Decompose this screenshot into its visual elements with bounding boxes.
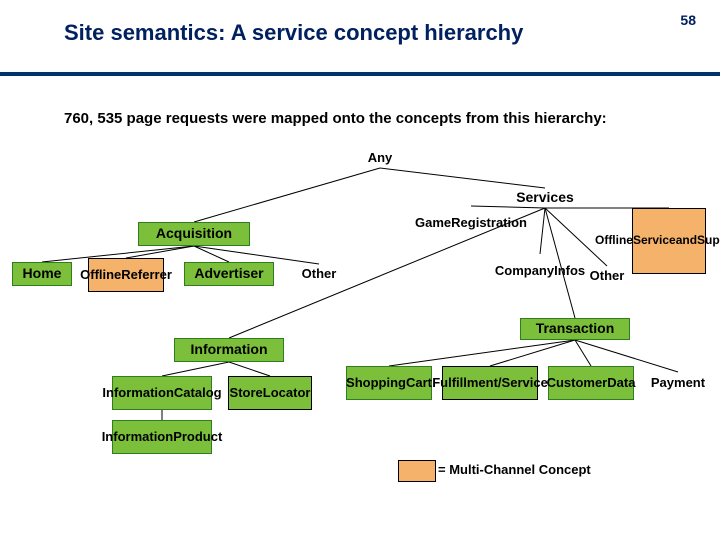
node-offlineref: OfflineReferrer bbox=[88, 258, 164, 292]
node-acquisition: Acquisition bbox=[138, 222, 250, 246]
node-gamereg: GameRegistration bbox=[416, 206, 526, 240]
node-storeloc: StoreLocator bbox=[228, 376, 312, 410]
node-infoproduct: InformationProduct bbox=[112, 420, 212, 454]
node-infocatalog: InformationCatalog bbox=[112, 376, 212, 410]
page-number: 58 bbox=[680, 12, 696, 28]
node-home: Home bbox=[12, 262, 72, 286]
node-company: CompanyInfos bbox=[498, 254, 582, 288]
node-cart: ShoppingCart bbox=[346, 366, 432, 400]
legend-swatch bbox=[398, 460, 436, 482]
node-any: Any bbox=[350, 148, 410, 168]
node-advertiser: Advertiser bbox=[184, 262, 274, 286]
node-transaction: Transaction bbox=[520, 318, 630, 340]
node-other2: Other bbox=[582, 266, 632, 286]
node-custdata: CustomerData bbox=[548, 366, 634, 400]
header-rule bbox=[0, 72, 720, 76]
slide-title: Site semantics: A service concept hierar… bbox=[64, 20, 523, 46]
node-payment: Payment bbox=[642, 372, 714, 394]
slide: Site semantics: A service concept hierar… bbox=[0, 0, 720, 540]
node-services: Services bbox=[500, 188, 590, 208]
node-offlineserv: OfflineServiceandSupport bbox=[632, 208, 706, 274]
node-other1: Other bbox=[294, 264, 344, 284]
node-information: Information bbox=[174, 338, 284, 362]
slide-subtitle: 760, 535 page requests were mapped onto … bbox=[64, 110, 607, 127]
legend-label: = Multi-Channel Concept bbox=[438, 462, 591, 477]
node-fulfill: Fulfillment/Service bbox=[442, 366, 538, 400]
